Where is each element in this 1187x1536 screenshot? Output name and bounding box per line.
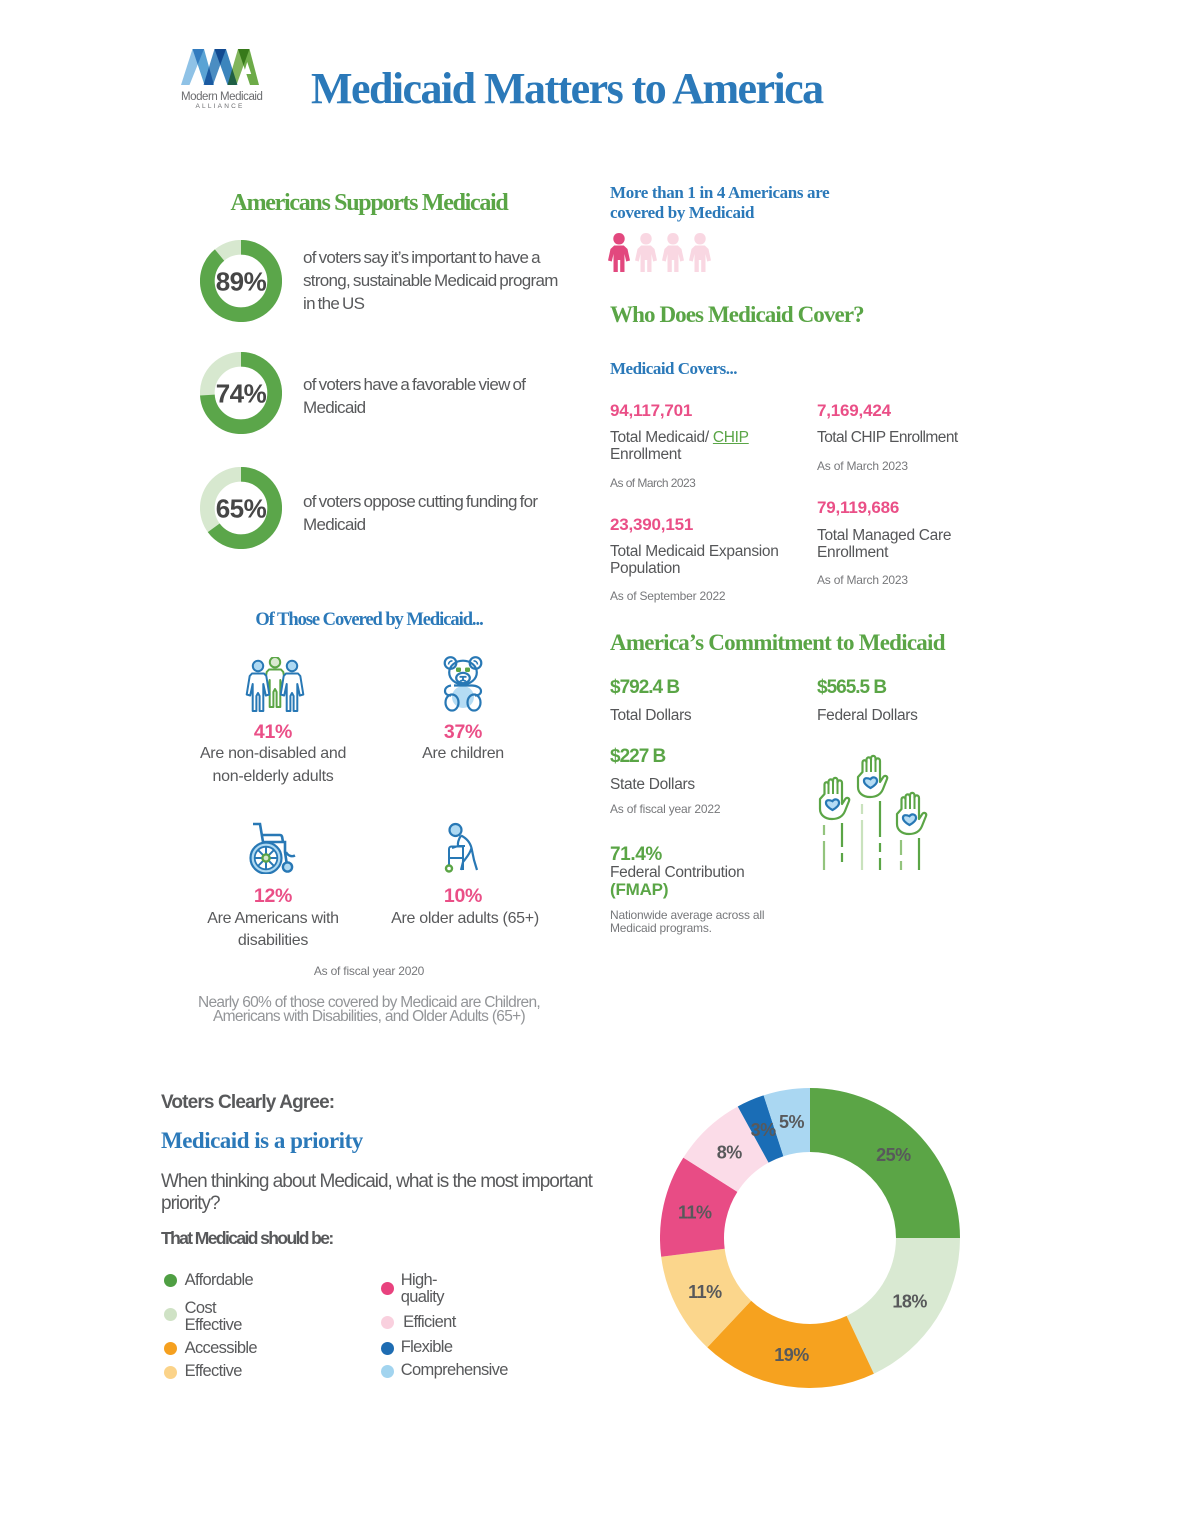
svg-text:11%: 11% [688,1282,722,1302]
svg-text:89%: 89% [216,266,267,296]
svg-text:3%: 3% [751,1120,777,1140]
svg-text:18%: 18% [892,1292,927,1312]
svg-text:25%: 25% [876,1145,911,1165]
svg-text:5%: 5% [779,1112,805,1132]
svg-text:19%: 19% [774,1345,809,1365]
svg-text:8%: 8% [717,1142,743,1162]
svg-text:11%: 11% [678,1203,712,1223]
svg-text:65%: 65% [216,493,267,523]
svg-text:74%: 74% [216,378,267,408]
